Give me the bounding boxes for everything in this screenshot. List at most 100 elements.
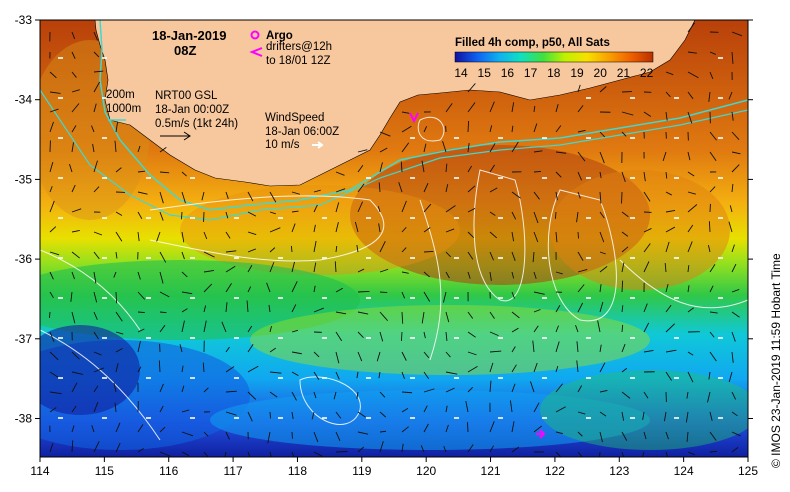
current-vector bbox=[489, 251, 494, 261]
current-vector bbox=[643, 261, 650, 273]
current-vector bbox=[71, 405, 77, 413]
current-vector bbox=[511, 102, 515, 113]
current-vector bbox=[114, 140, 117, 153]
current-vector bbox=[511, 251, 516, 261]
current-vector bbox=[665, 241, 670, 253]
current-vector bbox=[489, 143, 496, 153]
current-vector bbox=[621, 367, 628, 373]
current-vector bbox=[93, 103, 97, 113]
current-vector bbox=[621, 246, 629, 253]
legend-tick-label: 19 bbox=[570, 66, 584, 80]
current-vector bbox=[357, 201, 363, 213]
current-vector bbox=[555, 341, 560, 353]
current-vector bbox=[731, 447, 739, 453]
current-vector bbox=[357, 351, 363, 362]
current-vector bbox=[291, 223, 296, 233]
current-vector bbox=[445, 387, 455, 393]
drifter-track-marker bbox=[409, 112, 419, 124]
current-vector bbox=[599, 362, 606, 373]
current-vector bbox=[511, 346, 516, 353]
current-vector bbox=[202, 362, 205, 373]
current-vector bbox=[71, 382, 78, 393]
current-vector bbox=[401, 426, 409, 433]
current-vector bbox=[93, 31, 98, 41]
current-vector bbox=[225, 411, 237, 416]
current-vector bbox=[599, 266, 608, 273]
current-vector bbox=[225, 211, 229, 219]
current-vector bbox=[489, 445, 494, 453]
current-vector bbox=[577, 411, 586, 415]
current-vector bbox=[93, 231, 103, 236]
current-vector bbox=[335, 371, 340, 380]
current-vector bbox=[49, 271, 54, 280]
current-vector bbox=[533, 291, 545, 295]
current-vector bbox=[489, 311, 495, 319]
current-vector bbox=[203, 251, 215, 258]
current-vector bbox=[379, 147, 388, 153]
current-vector bbox=[115, 291, 118, 304]
y-tick-label: -36 bbox=[15, 252, 33, 266]
current-vector bbox=[203, 269, 215, 273]
current-vector bbox=[225, 431, 230, 440]
legend-tick-label: 20 bbox=[594, 66, 608, 80]
current-vector bbox=[533, 191, 540, 200]
current-vector bbox=[511, 141, 519, 153]
current-vector bbox=[555, 305, 561, 313]
current-vector bbox=[423, 183, 429, 193]
current-vector bbox=[401, 443, 404, 453]
current-vector bbox=[420, 445, 425, 453]
current-vector bbox=[511, 231, 515, 242]
current-vector bbox=[709, 264, 716, 273]
current-vector bbox=[555, 431, 563, 434]
current-vector bbox=[137, 291, 146, 300]
current-vector bbox=[709, 71, 714, 80]
current-vector bbox=[291, 411, 294, 420]
current-vector bbox=[687, 241, 693, 253]
current-vector bbox=[731, 331, 736, 342]
current-vector bbox=[49, 71, 57, 79]
current-vector bbox=[378, 223, 381, 233]
current-vector bbox=[225, 390, 237, 393]
current-vector bbox=[71, 184, 76, 193]
current-vector bbox=[555, 271, 563, 275]
sst-field bbox=[40, 20, 748, 457]
current-vector bbox=[511, 271, 515, 279]
current-vector bbox=[224, 451, 227, 457]
current-vector bbox=[71, 125, 77, 133]
current-vector bbox=[181, 271, 188, 278]
current-vector bbox=[731, 289, 740, 293]
current-vector bbox=[555, 406, 566, 413]
current-vector bbox=[467, 387, 474, 393]
current-vector bbox=[69, 164, 73, 173]
current-vector bbox=[290, 245, 293, 253]
current-vector bbox=[577, 191, 581, 199]
current-vector bbox=[665, 431, 669, 440]
current-vector bbox=[291, 371, 299, 377]
current-vector bbox=[445, 251, 451, 258]
current-vector bbox=[401, 125, 412, 133]
current-vector bbox=[467, 422, 469, 433]
current-vector bbox=[511, 311, 520, 319]
current-vector bbox=[555, 231, 558, 243]
current-vector bbox=[159, 271, 164, 284]
current-vector bbox=[113, 271, 117, 278]
current-vector bbox=[554, 211, 557, 219]
map-date: 18-Jan-2019 bbox=[152, 28, 226, 43]
current-vector bbox=[533, 325, 539, 333]
current-vector bbox=[93, 401, 99, 413]
current-vector bbox=[181, 365, 184, 373]
current-vector bbox=[664, 262, 667, 273]
current-vector bbox=[334, 261, 337, 273]
current-vector bbox=[179, 344, 183, 353]
current-vector bbox=[511, 327, 519, 333]
drifter-arrow-icon bbox=[249, 47, 263, 57]
legend-tick-label: 17 bbox=[524, 66, 538, 80]
current-vector bbox=[137, 448, 144, 453]
current-vector bbox=[379, 411, 387, 418]
current-vector bbox=[445, 163, 448, 173]
current-vector bbox=[599, 211, 605, 219]
current-vector bbox=[709, 131, 717, 141]
current-vector bbox=[687, 191, 696, 195]
current-vector bbox=[709, 311, 718, 314]
